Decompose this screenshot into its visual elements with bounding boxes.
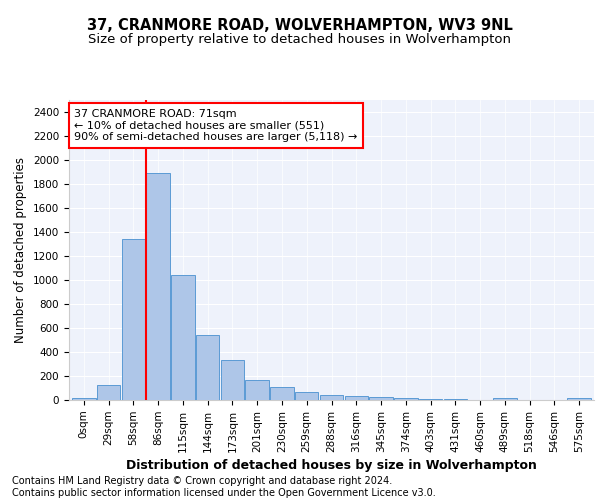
Y-axis label: Number of detached properties: Number of detached properties <box>14 157 28 343</box>
Bar <box>97 385 121 400</box>
Bar <box>221 360 244 400</box>
Text: 37, CRANMORE ROAD, WOLVERHAMPTON, WV3 9NL: 37, CRANMORE ROAD, WOLVERHAMPTON, WV3 9N… <box>87 18 513 32</box>
Bar <box>419 398 442 400</box>
Text: Contains HM Land Registry data © Crown copyright and database right 2024.
Contai: Contains HM Land Registry data © Crown c… <box>12 476 436 498</box>
Bar <box>245 380 269 400</box>
Bar <box>568 398 591 400</box>
Bar <box>122 238 145 400</box>
Bar <box>171 274 194 400</box>
Bar <box>196 335 220 400</box>
Bar <box>72 398 95 400</box>
Bar <box>146 173 170 400</box>
Bar <box>320 395 343 400</box>
Bar <box>344 396 368 400</box>
Bar <box>295 392 319 400</box>
Bar <box>369 397 393 400</box>
Text: Size of property relative to detached houses in Wolverhampton: Size of property relative to detached ho… <box>89 32 511 46</box>
Bar <box>443 399 467 400</box>
X-axis label: Distribution of detached houses by size in Wolverhampton: Distribution of detached houses by size … <box>126 459 537 472</box>
Text: 37 CRANMORE ROAD: 71sqm
← 10% of detached houses are smaller (551)
90% of semi-d: 37 CRANMORE ROAD: 71sqm ← 10% of detache… <box>74 109 358 142</box>
Bar <box>493 398 517 400</box>
Bar <box>270 387 294 400</box>
Bar <box>394 398 418 400</box>
